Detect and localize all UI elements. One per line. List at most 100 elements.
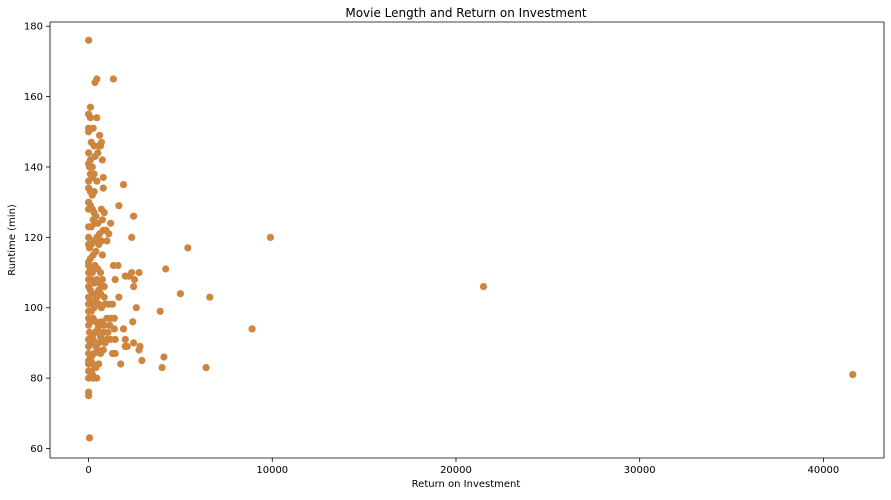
data-point <box>86 103 94 111</box>
data-point <box>114 261 122 270</box>
data-point <box>100 321 108 329</box>
x-tick-label: 10000 <box>256 465 288 476</box>
x-tick-label: 0 <box>85 465 91 476</box>
data-point <box>99 173 107 182</box>
x-tick-label: 40000 <box>807 465 839 476</box>
data-point <box>135 346 143 354</box>
data-point <box>109 75 117 83</box>
data-point <box>93 374 101 382</box>
data-point <box>96 131 104 139</box>
data-point <box>266 233 274 241</box>
data-point <box>138 356 146 365</box>
data-point <box>184 244 192 252</box>
data-point <box>121 335 129 343</box>
y-tick-label: 80 <box>30 374 43 385</box>
y-tick-label: 140 <box>24 162 43 173</box>
data-point <box>130 283 138 291</box>
x-axis-label: Return on Investment <box>412 479 521 490</box>
data-point <box>98 156 106 164</box>
data-point <box>85 149 93 157</box>
y-tick-label: 60 <box>30 444 43 455</box>
data-point <box>85 36 93 44</box>
data-point <box>93 114 101 122</box>
data-point <box>87 138 95 146</box>
data-point <box>160 353 168 361</box>
data-point <box>85 328 94 336</box>
data-point <box>94 149 102 157</box>
data-point <box>248 325 256 333</box>
data-point <box>106 321 114 329</box>
data-point <box>90 170 98 178</box>
data-point <box>132 304 140 312</box>
data-point <box>111 335 119 343</box>
data-point <box>90 188 98 196</box>
data-point <box>93 177 101 185</box>
data-point <box>115 293 123 301</box>
data-point <box>85 307 93 315</box>
data-point <box>202 364 210 372</box>
chart-title: Movie Length and Return on Investment <box>345 6 587 20</box>
data-point <box>100 209 108 217</box>
data-point <box>206 293 214 301</box>
data-point <box>95 240 103 248</box>
data-point <box>85 276 93 284</box>
y-tick-label: 100 <box>24 303 43 314</box>
plot-area <box>50 22 884 458</box>
data-point <box>128 233 136 241</box>
data-point <box>119 325 128 333</box>
data-point <box>91 364 99 372</box>
data-point <box>156 307 164 315</box>
y-axis-ticks: 60 80 100 120 140 160 180 <box>24 22 50 455</box>
data-point <box>103 237 111 245</box>
data-point <box>85 233 93 241</box>
data-point <box>162 265 170 273</box>
data-point <box>89 124 97 132</box>
axes-layer <box>49 21 885 459</box>
data-point <box>130 212 138 220</box>
data-point <box>107 219 115 227</box>
data-point <box>96 269 105 277</box>
data-point <box>98 251 106 259</box>
y-axis-label: Runtime (min) <box>7 204 18 276</box>
data-point <box>108 300 117 308</box>
data-point <box>89 335 97 343</box>
data-point <box>85 434 94 442</box>
data-point <box>158 364 166 372</box>
data-point <box>125 272 133 280</box>
data-point <box>135 269 143 277</box>
data-point <box>849 371 857 379</box>
y-tick-label: 180 <box>24 22 43 33</box>
data-point <box>85 177 93 185</box>
data-point <box>130 339 138 347</box>
data-point <box>85 163 94 171</box>
data-point <box>89 216 97 224</box>
x-tick-label: 30000 <box>624 465 656 476</box>
data-point <box>105 230 113 238</box>
data-point <box>115 202 123 210</box>
data-point <box>85 223 93 231</box>
y-tick-label: 120 <box>24 233 43 244</box>
data-point <box>110 314 118 322</box>
data-point <box>111 276 119 284</box>
data-point <box>85 349 93 358</box>
y-tick-label: 160 <box>24 92 43 103</box>
data-point <box>93 293 101 301</box>
data-point <box>130 276 139 284</box>
data-point <box>479 283 488 291</box>
data-point <box>91 78 99 87</box>
data-point <box>88 269 96 277</box>
data-point <box>100 283 108 291</box>
data-point <box>108 349 117 358</box>
data-point <box>176 290 184 298</box>
x-axis-ticks: 0 10000 20000 30000 40000 <box>85 458 839 476</box>
data-point <box>119 181 128 189</box>
data-point <box>123 342 131 350</box>
points-layer <box>85 36 857 442</box>
data-point <box>85 374 93 382</box>
data-point <box>117 360 125 368</box>
data-point <box>99 184 107 192</box>
data-point <box>129 318 137 326</box>
x-tick-label: 20000 <box>440 465 472 476</box>
